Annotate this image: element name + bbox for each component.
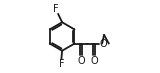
Text: F: F [59, 59, 64, 69]
Text: O: O [100, 39, 107, 49]
Text: O: O [77, 56, 85, 66]
Text: F: F [53, 4, 59, 14]
Text: O: O [90, 56, 98, 66]
